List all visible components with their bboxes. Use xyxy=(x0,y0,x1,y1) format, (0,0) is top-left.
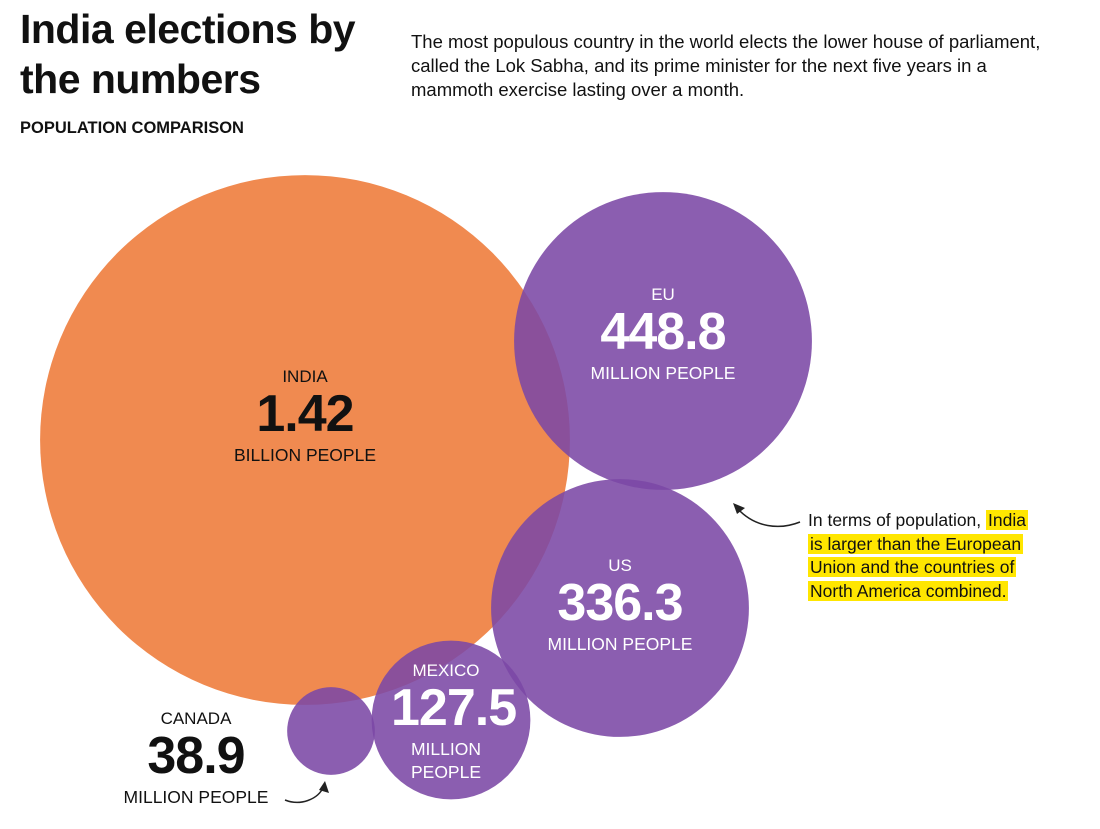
annotation-arrow xyxy=(736,507,801,528)
bubble-unit: MILLION PEOPLE xyxy=(547,634,693,654)
bubble-value: 1.42 xyxy=(256,385,354,443)
annotation: In terms of population, India is larger … xyxy=(808,509,1030,603)
subtitle: The most populous country in the world e… xyxy=(411,31,1041,100)
bubble-name: CANADA xyxy=(160,709,232,728)
bubble-unit: MILLION PEOPLE xyxy=(123,787,269,807)
bubble-unit: MILLION PEOPLE xyxy=(410,739,482,782)
bubble-label: INDIA 1.42 BILLION PEOPLE xyxy=(185,368,425,467)
bubble-label: CANADA 38.9 MILLION PEOPLE xyxy=(96,710,296,809)
bubble-value: 127.5 xyxy=(391,679,517,737)
bubble-label: EU 448.8 MILLION PEOPLE xyxy=(543,286,783,385)
bubble xyxy=(514,192,812,490)
title: India elections by the numbers xyxy=(20,6,356,102)
bubbles xyxy=(40,175,812,800)
bubble-unit: MILLION PEOPLE xyxy=(590,363,736,383)
bubble-name: EU xyxy=(651,285,675,304)
annotation-arrowhead xyxy=(733,503,745,514)
bubble-value: 336.3 xyxy=(557,574,683,632)
bubble-name: US xyxy=(608,556,632,575)
bubble xyxy=(40,175,570,705)
section-label: POPULATION COMPARISON xyxy=(20,119,244,137)
canada-arrowhead xyxy=(319,781,329,793)
bubble-label: MEXICO 127.5 MILLION PEOPLE xyxy=(391,661,517,784)
bubble-value: 448.8 xyxy=(600,303,726,361)
bubble-value: 38.9 xyxy=(147,727,245,785)
annotation-text: In terms of population, xyxy=(808,510,982,530)
bubble-unit: BILLION PEOPLE xyxy=(233,445,376,465)
bubble xyxy=(491,479,749,737)
bubble-label: US 336.3 MILLION PEOPLE xyxy=(500,557,740,656)
bubble-name: INDIA xyxy=(282,367,328,386)
bubble-name: MEXICO xyxy=(412,661,480,680)
bubble xyxy=(371,640,531,800)
bubble xyxy=(287,687,375,775)
